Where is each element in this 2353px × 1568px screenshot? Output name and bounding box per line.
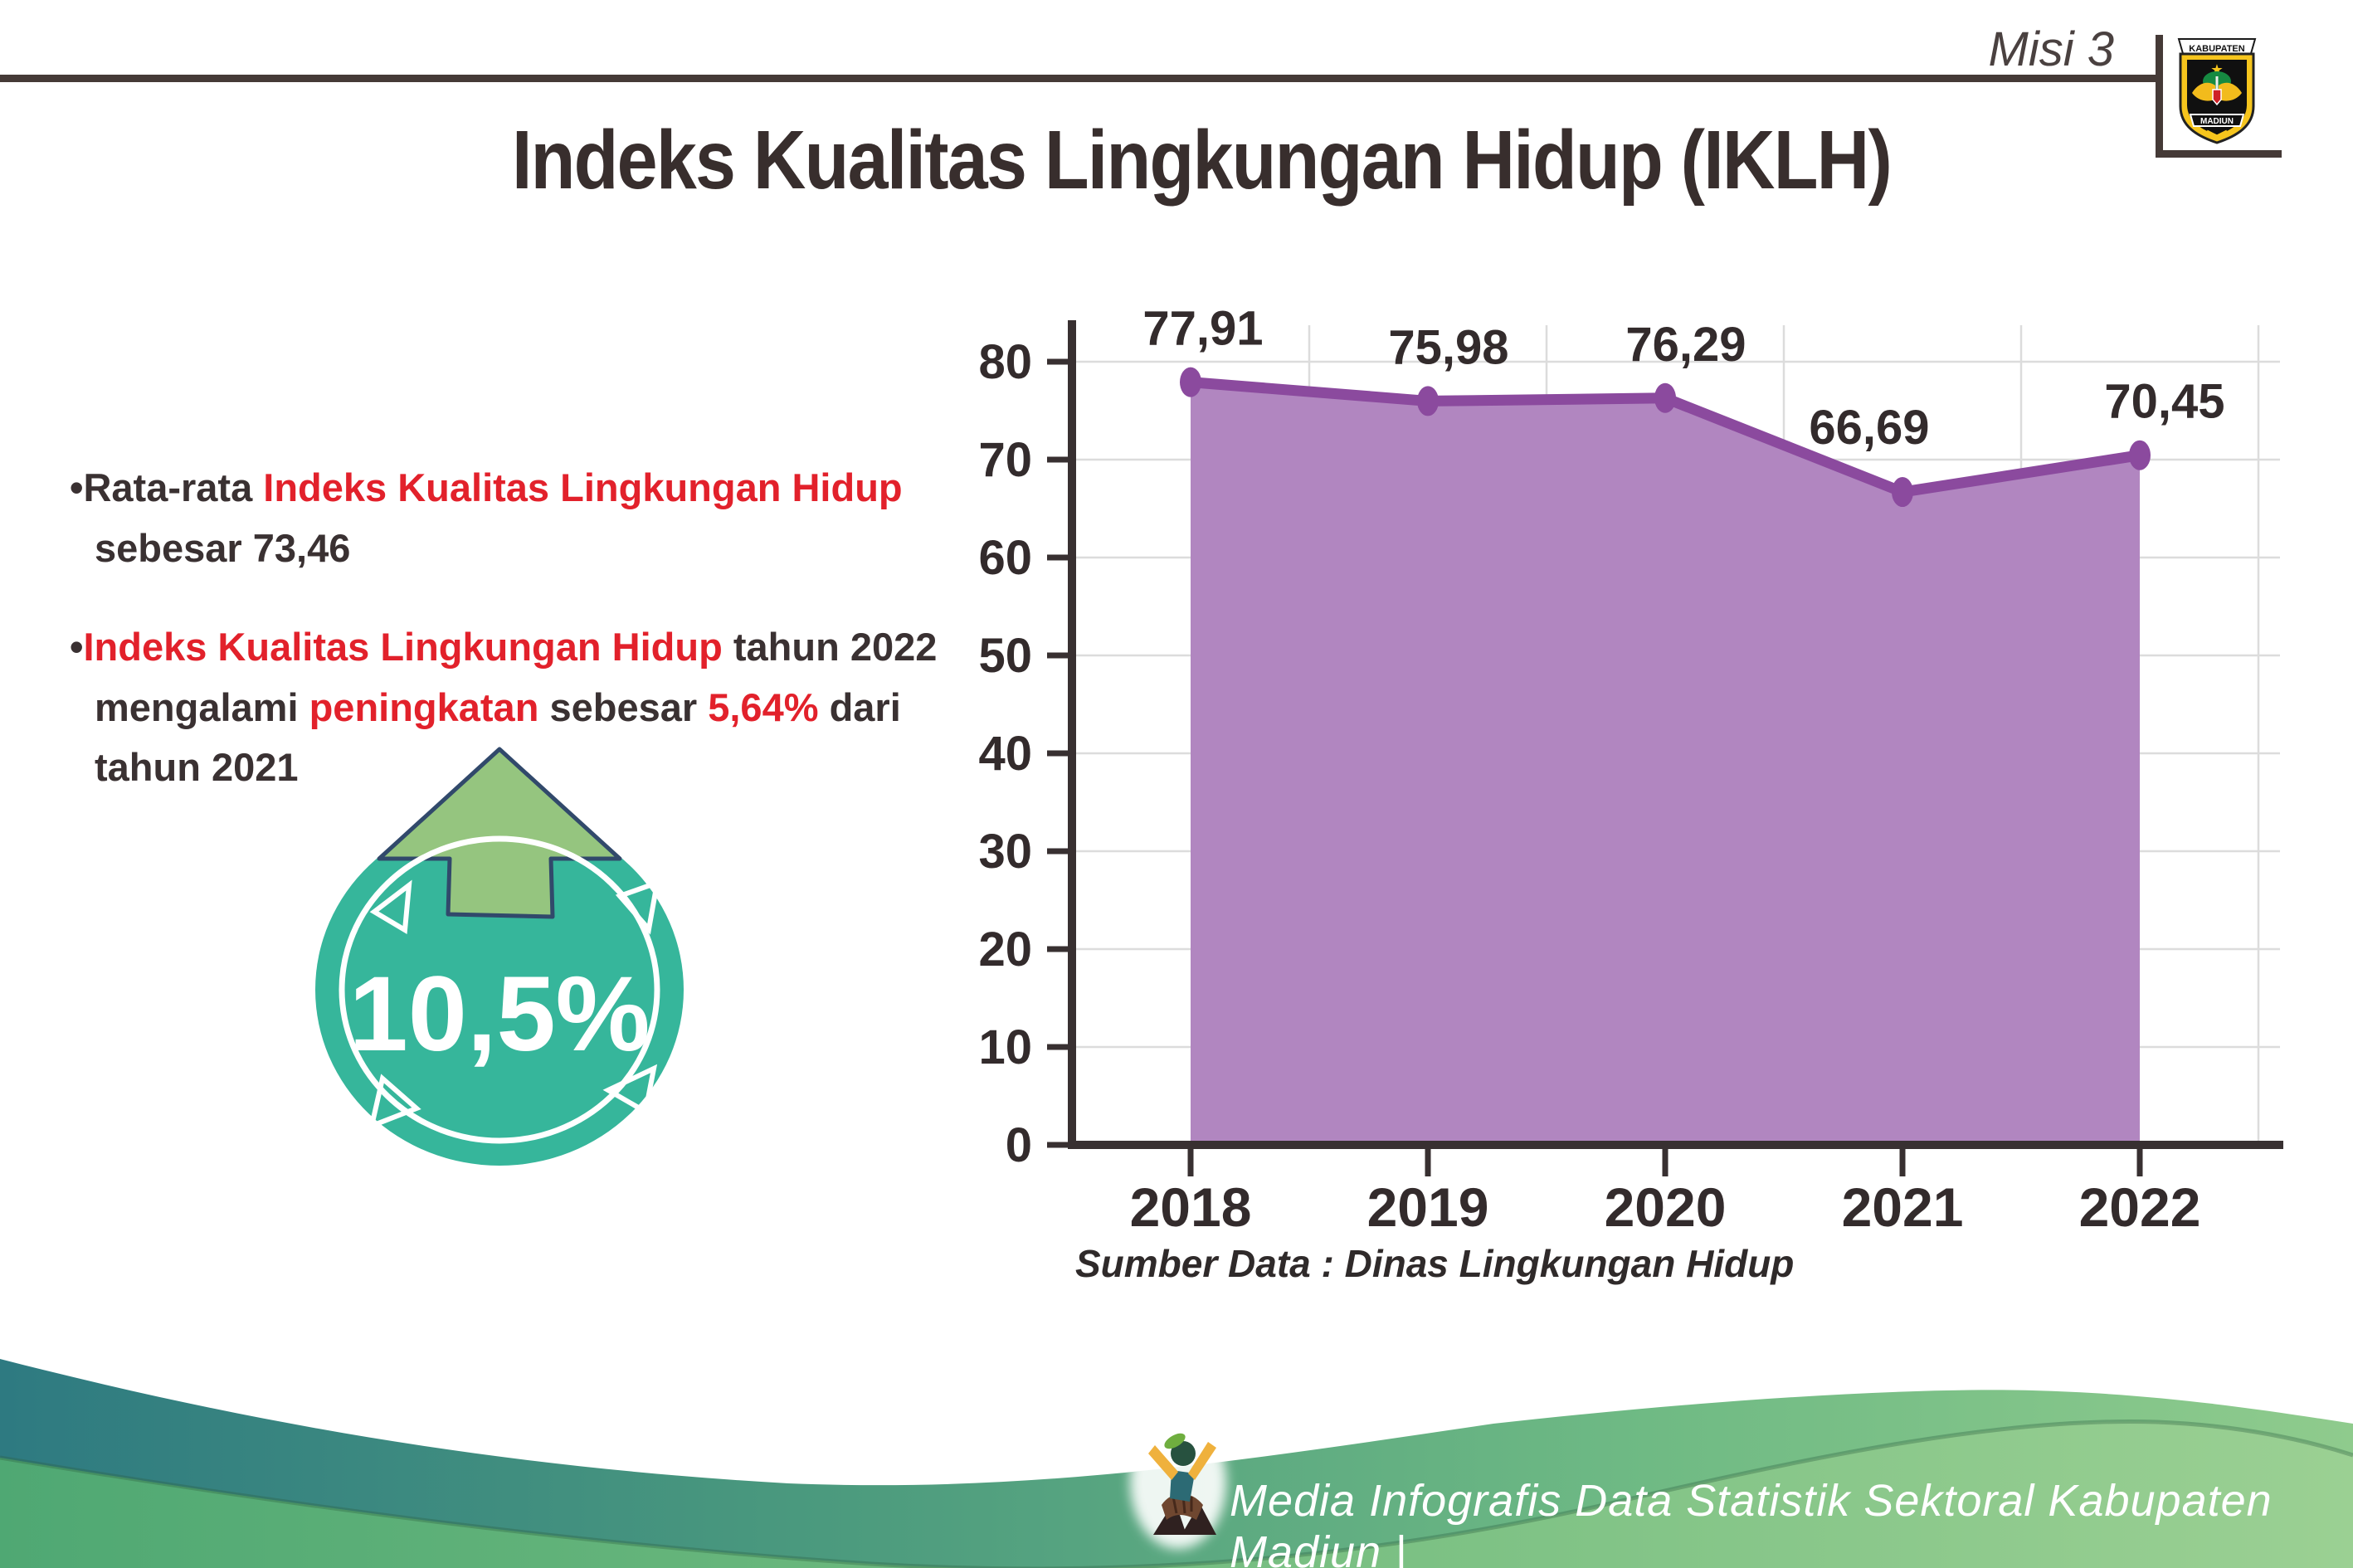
- y-tick-label: 10: [978, 1020, 1032, 1074]
- misi-label: Misi 3: [1988, 22, 2114, 76]
- logo-base-chevron: [2206, 129, 2228, 138]
- x-tick-label: 2019: [1367, 1176, 1489, 1238]
- x-tick-label: 2020: [1605, 1176, 1727, 1238]
- data-point-marker: [2129, 440, 2151, 470]
- bullet2-text-red: Indeks Kualitas Lingkungan Hidup: [83, 624, 723, 669]
- bullet-list: •Rata-rata Indeks Kualitas Lingkungan Hi…: [70, 458, 1007, 836]
- x-tick-label: 2021: [1842, 1176, 1964, 1238]
- bullet2-line2-red2: 5,64%: [708, 684, 819, 729]
- bullet2-line2-dark3: dari: [818, 684, 901, 729]
- logo-center-shield: [2212, 89, 2222, 106]
- x-tick-label: 2018: [1130, 1176, 1252, 1238]
- data-point-label: 76,29: [1625, 318, 1746, 372]
- mascot-torso: [1170, 1470, 1195, 1502]
- sparkle-triangle-ne: [615, 879, 660, 935]
- bullet2-text-dark: tahun 2022: [722, 624, 938, 669]
- badge-value: 10,5%: [349, 955, 650, 1074]
- logo-bracket-horizontal: [2156, 150, 2282, 158]
- y-tick-label: 20: [978, 923, 1032, 976]
- footer-wave: [0, 1359, 2353, 1568]
- mascot-leaf-hat: [1164, 1433, 1186, 1449]
- logo-bottom-ribbon: [2189, 114, 2245, 127]
- data-point-label: 77,91: [1142, 302, 1263, 356]
- y-tick-label: 80: [978, 335, 1032, 389]
- x-tick-label: 2022: [2079, 1176, 2201, 1238]
- chart-source-note: Sumber Data : Dinas Lingkungan Hidup: [1075, 1242, 1795, 1285]
- bullet1-text-dark: Rata-rata: [83, 465, 264, 509]
- sparkle-triangle-se: [602, 1064, 658, 1116]
- header-rule: [0, 75, 2159, 82]
- bullet-increase-iklh: •Indeks Kualitas Lingkungan Hidup tahun …: [70, 617, 1007, 799]
- page-title: Indeks Kualitas Lingkungan Hidup (IKLH): [511, 114, 1893, 207]
- footer-wave-shadow-line: [0, 1419, 2353, 1568]
- bullet-dot: •: [70, 624, 84, 669]
- logo-bottom-text: MADIUN: [2200, 117, 2234, 126]
- logo-bracket-vertical: [2156, 35, 2163, 158]
- y-tick-label: 0: [1006, 1118, 1032, 1172]
- y-tick-label: 30: [978, 825, 1032, 879]
- area-fill: [1191, 382, 2140, 1145]
- data-point-label: 70,45: [2104, 375, 2224, 429]
- footer-caption: Media Infografis Data Statistik Sektoral…: [1230, 1476, 2273, 1568]
- up-arrow-icon: [377, 747, 622, 919]
- bullet2-line2-red1: peningkatan: [309, 684, 539, 729]
- kabupaten-madiun-logo: KABUPATEN ★ MADIUN: [2177, 38, 2257, 144]
- mascot-leg-right: [1181, 1503, 1216, 1535]
- logo-top-text: KABUPATEN: [2189, 44, 2244, 54]
- mascot-arm-right: [1188, 1442, 1216, 1480]
- mascot-head: [1171, 1441, 1196, 1466]
- sparkle-triangle-nw: [369, 879, 412, 935]
- logo-wing-right: [2219, 82, 2242, 101]
- mascot-icon: [1130, 1416, 1226, 1549]
- bullet-average-iklh: •Rata-rata Indeks Kualitas Lingkungan Hi…: [70, 458, 1007, 579]
- bullet2-line3: tahun 2021: [95, 745, 299, 790]
- data-point-label: 75,98: [1388, 320, 1508, 374]
- footer-body-wave: [0, 1421, 2353, 1568]
- logo-wing-left: [2192, 82, 2215, 101]
- bullet1-text-red: Indeks Kualitas Lingkungan Hidup: [263, 465, 903, 509]
- data-point-label: 66,69: [1809, 401, 1929, 455]
- data-point-marker: [1417, 386, 1439, 416]
- data-point-marker: [1654, 382, 1676, 413]
- bullet2-line2-dark2: sebesar: [538, 684, 709, 729]
- increase-badge: 10,5%: [315, 747, 684, 1166]
- bullet1-line2: sebesar 73,46: [95, 525, 351, 570]
- y-tick-label: 40: [978, 727, 1032, 781]
- y-tick-label: 50: [978, 629, 1032, 683]
- mascot-arm-left: [1148, 1445, 1178, 1480]
- sparkle-triangle-sw: [368, 1074, 421, 1130]
- y-tick-label: 60: [978, 531, 1032, 585]
- chart-axes: [1047, 320, 2283, 1176]
- data-point-marker: [1892, 477, 1913, 508]
- bullet-dot: •: [70, 465, 84, 509]
- bullet2-line2-dark1: mengalami: [95, 684, 309, 729]
- data-point-marker: [1180, 367, 1201, 397]
- badge-inner-ring: [339, 835, 660, 1144]
- y-tick-label: 70: [978, 433, 1032, 487]
